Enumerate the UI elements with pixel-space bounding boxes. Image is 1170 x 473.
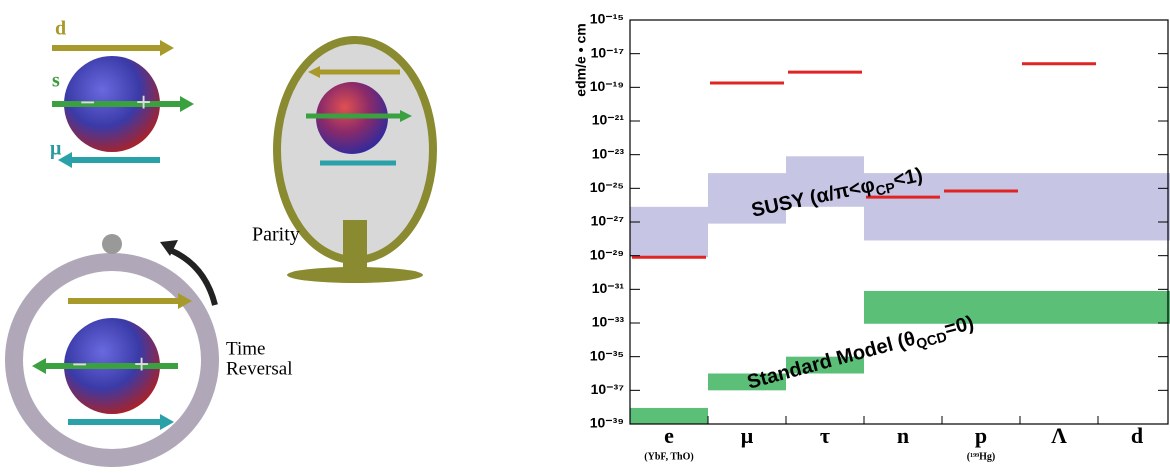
y-tick-label: 10⁻³⁵	[590, 347, 624, 363]
category-note: (YbF, ThO)	[644, 451, 693, 462]
x-tick-label: Λ	[1051, 423, 1067, 448]
vector-label: d	[55, 18, 66, 40]
y-axis-label: edm/e • cm	[573, 23, 589, 96]
y-tick-label: 10⁻³¹	[592, 280, 625, 296]
mirror-stand	[343, 220, 367, 270]
y-tick-label: 10⁻³⁹	[590, 415, 624, 431]
time-label: Reversal	[226, 358, 292, 379]
y-tick-label: 10⁻²⁷	[591, 213, 625, 229]
sign: +	[136, 87, 151, 117]
susy-band	[1020, 173, 1098, 240]
x-tick-label: p	[975, 423, 987, 448]
sign: −	[72, 349, 87, 379]
susy-band	[630, 207, 708, 257]
sm_label-part: Standard Model (θ	[745, 328, 918, 394]
category-note: (¹⁹⁹Hg)	[967, 451, 995, 462]
y-tick-label: 10⁻³⁷	[591, 381, 625, 397]
arrowhead	[180, 96, 194, 112]
sm_label: Standard Model (θQCD=0)	[745, 312, 977, 396]
mirror-base	[287, 267, 423, 283]
arrowhead	[160, 40, 174, 56]
y-tick-label: 10⁻¹⁵	[590, 11, 624, 27]
clock-crown	[102, 234, 122, 254]
y-tick-label: 10⁻³³	[592, 314, 625, 330]
y-tick-label: 10⁻²⁹	[590, 246, 624, 262]
y-tick-label: 10⁻¹⁷	[591, 44, 625, 60]
figure: d s μ − + Parity − + Time Rev	[0, 0, 1170, 468]
x-tick-label: τ	[820, 423, 830, 448]
sm-band	[864, 291, 942, 324]
sm-band	[1020, 291, 1098, 324]
x-tick-label: e	[664, 423, 674, 448]
y-tick-label: 10⁻¹⁹	[590, 78, 624, 94]
time-label: Time	[226, 338, 265, 359]
sm-band	[1098, 291, 1170, 324]
x-tick-label: d	[1131, 423, 1143, 448]
parity-label: Parity	[252, 224, 300, 246]
vector-label: s	[52, 70, 60, 92]
y-tick-label: 10⁻²⁵	[590, 179, 624, 195]
sign: +	[134, 349, 149, 379]
sign: −	[80, 87, 95, 117]
sm_label-part: QCD	[914, 328, 948, 352]
x-tick-label: n	[897, 423, 909, 448]
y-tick-label: 10⁻²³	[592, 145, 625, 161]
x-tick-label: μ	[741, 423, 754, 448]
illustration: d s μ − + Parity − + Time Rev	[14, 18, 433, 458]
susy-band	[1098, 173, 1170, 240]
sm-band	[630, 408, 708, 424]
susy-band	[942, 173, 1020, 240]
y-tick-label: 10⁻²¹	[592, 112, 625, 128]
plot-area	[630, 64, 1170, 424]
arrowhead	[32, 358, 46, 374]
vector-label: μ	[50, 138, 62, 160]
